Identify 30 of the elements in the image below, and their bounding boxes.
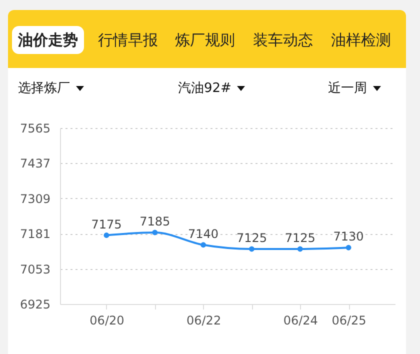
text: 行情早报 bbox=[98, 30, 158, 51]
text: 选择炼厂 bbox=[18, 81, 70, 96]
y-tick-label: 7309 bbox=[20, 192, 50, 206]
text: 装车动态 bbox=[253, 30, 313, 51]
point bbox=[346, 244, 352, 250]
y-tick-label: 7053 bbox=[20, 262, 50, 276]
text: 近一周 bbox=[328, 81, 367, 96]
point bbox=[297, 246, 303, 252]
x-tick-label: 06/22 bbox=[186, 314, 222, 328]
data-label: 7125 bbox=[284, 231, 316, 245]
y-tick-label: 7181 bbox=[20, 227, 50, 242]
x-tick-label: 06/20 bbox=[90, 314, 124, 328]
y-tick-label: 7437 bbox=[20, 156, 50, 171]
x-tick-label: 06/25 bbox=[332, 314, 366, 328]
text: 油样检测 bbox=[331, 30, 391, 51]
data-label: 7125 bbox=[236, 231, 267, 245]
data-label: 7175 bbox=[91, 217, 122, 232]
text: 油价走势 bbox=[12, 26, 84, 54]
point bbox=[152, 230, 158, 236]
point bbox=[248, 246, 254, 252]
data-label: 7185 bbox=[140, 214, 170, 228]
x-tick-label: 06/24 bbox=[283, 314, 318, 328]
point bbox=[104, 232, 110, 238]
y-tick-label: 7565 bbox=[20, 122, 50, 136]
text: 炼厂规则 bbox=[175, 30, 235, 51]
point bbox=[200, 242, 206, 248]
text: 汽油92# bbox=[178, 81, 232, 96]
data-label: 7140 bbox=[188, 226, 219, 241]
data-label: 7130 bbox=[333, 230, 364, 244]
y-tick-label: 6925 bbox=[20, 298, 50, 312]
